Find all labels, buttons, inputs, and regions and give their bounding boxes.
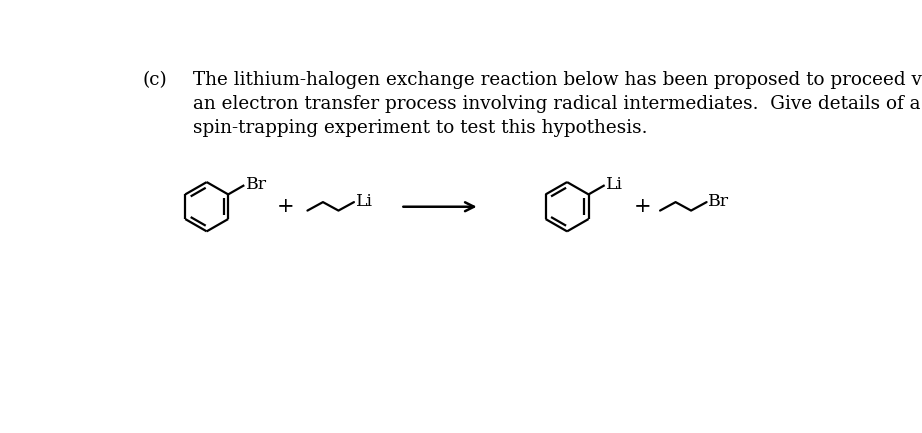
Text: Br: Br: [708, 193, 729, 210]
Text: +: +: [633, 197, 651, 216]
Text: Br: Br: [246, 176, 267, 193]
Text: The lithium-halogen exchange reaction below has been proposed to proceed via: The lithium-halogen exchange reaction be…: [193, 71, 922, 89]
Text: an electron transfer process involving radical intermediates.  Give details of a: an electron transfer process involving r…: [193, 95, 920, 113]
Text: spin-trapping experiment to test this hypothesis.: spin-trapping experiment to test this hy…: [193, 119, 647, 137]
Text: +: +: [277, 197, 294, 216]
Text: (c): (c): [142, 71, 167, 89]
Text: Li: Li: [356, 193, 372, 210]
Text: Li: Li: [606, 176, 623, 193]
